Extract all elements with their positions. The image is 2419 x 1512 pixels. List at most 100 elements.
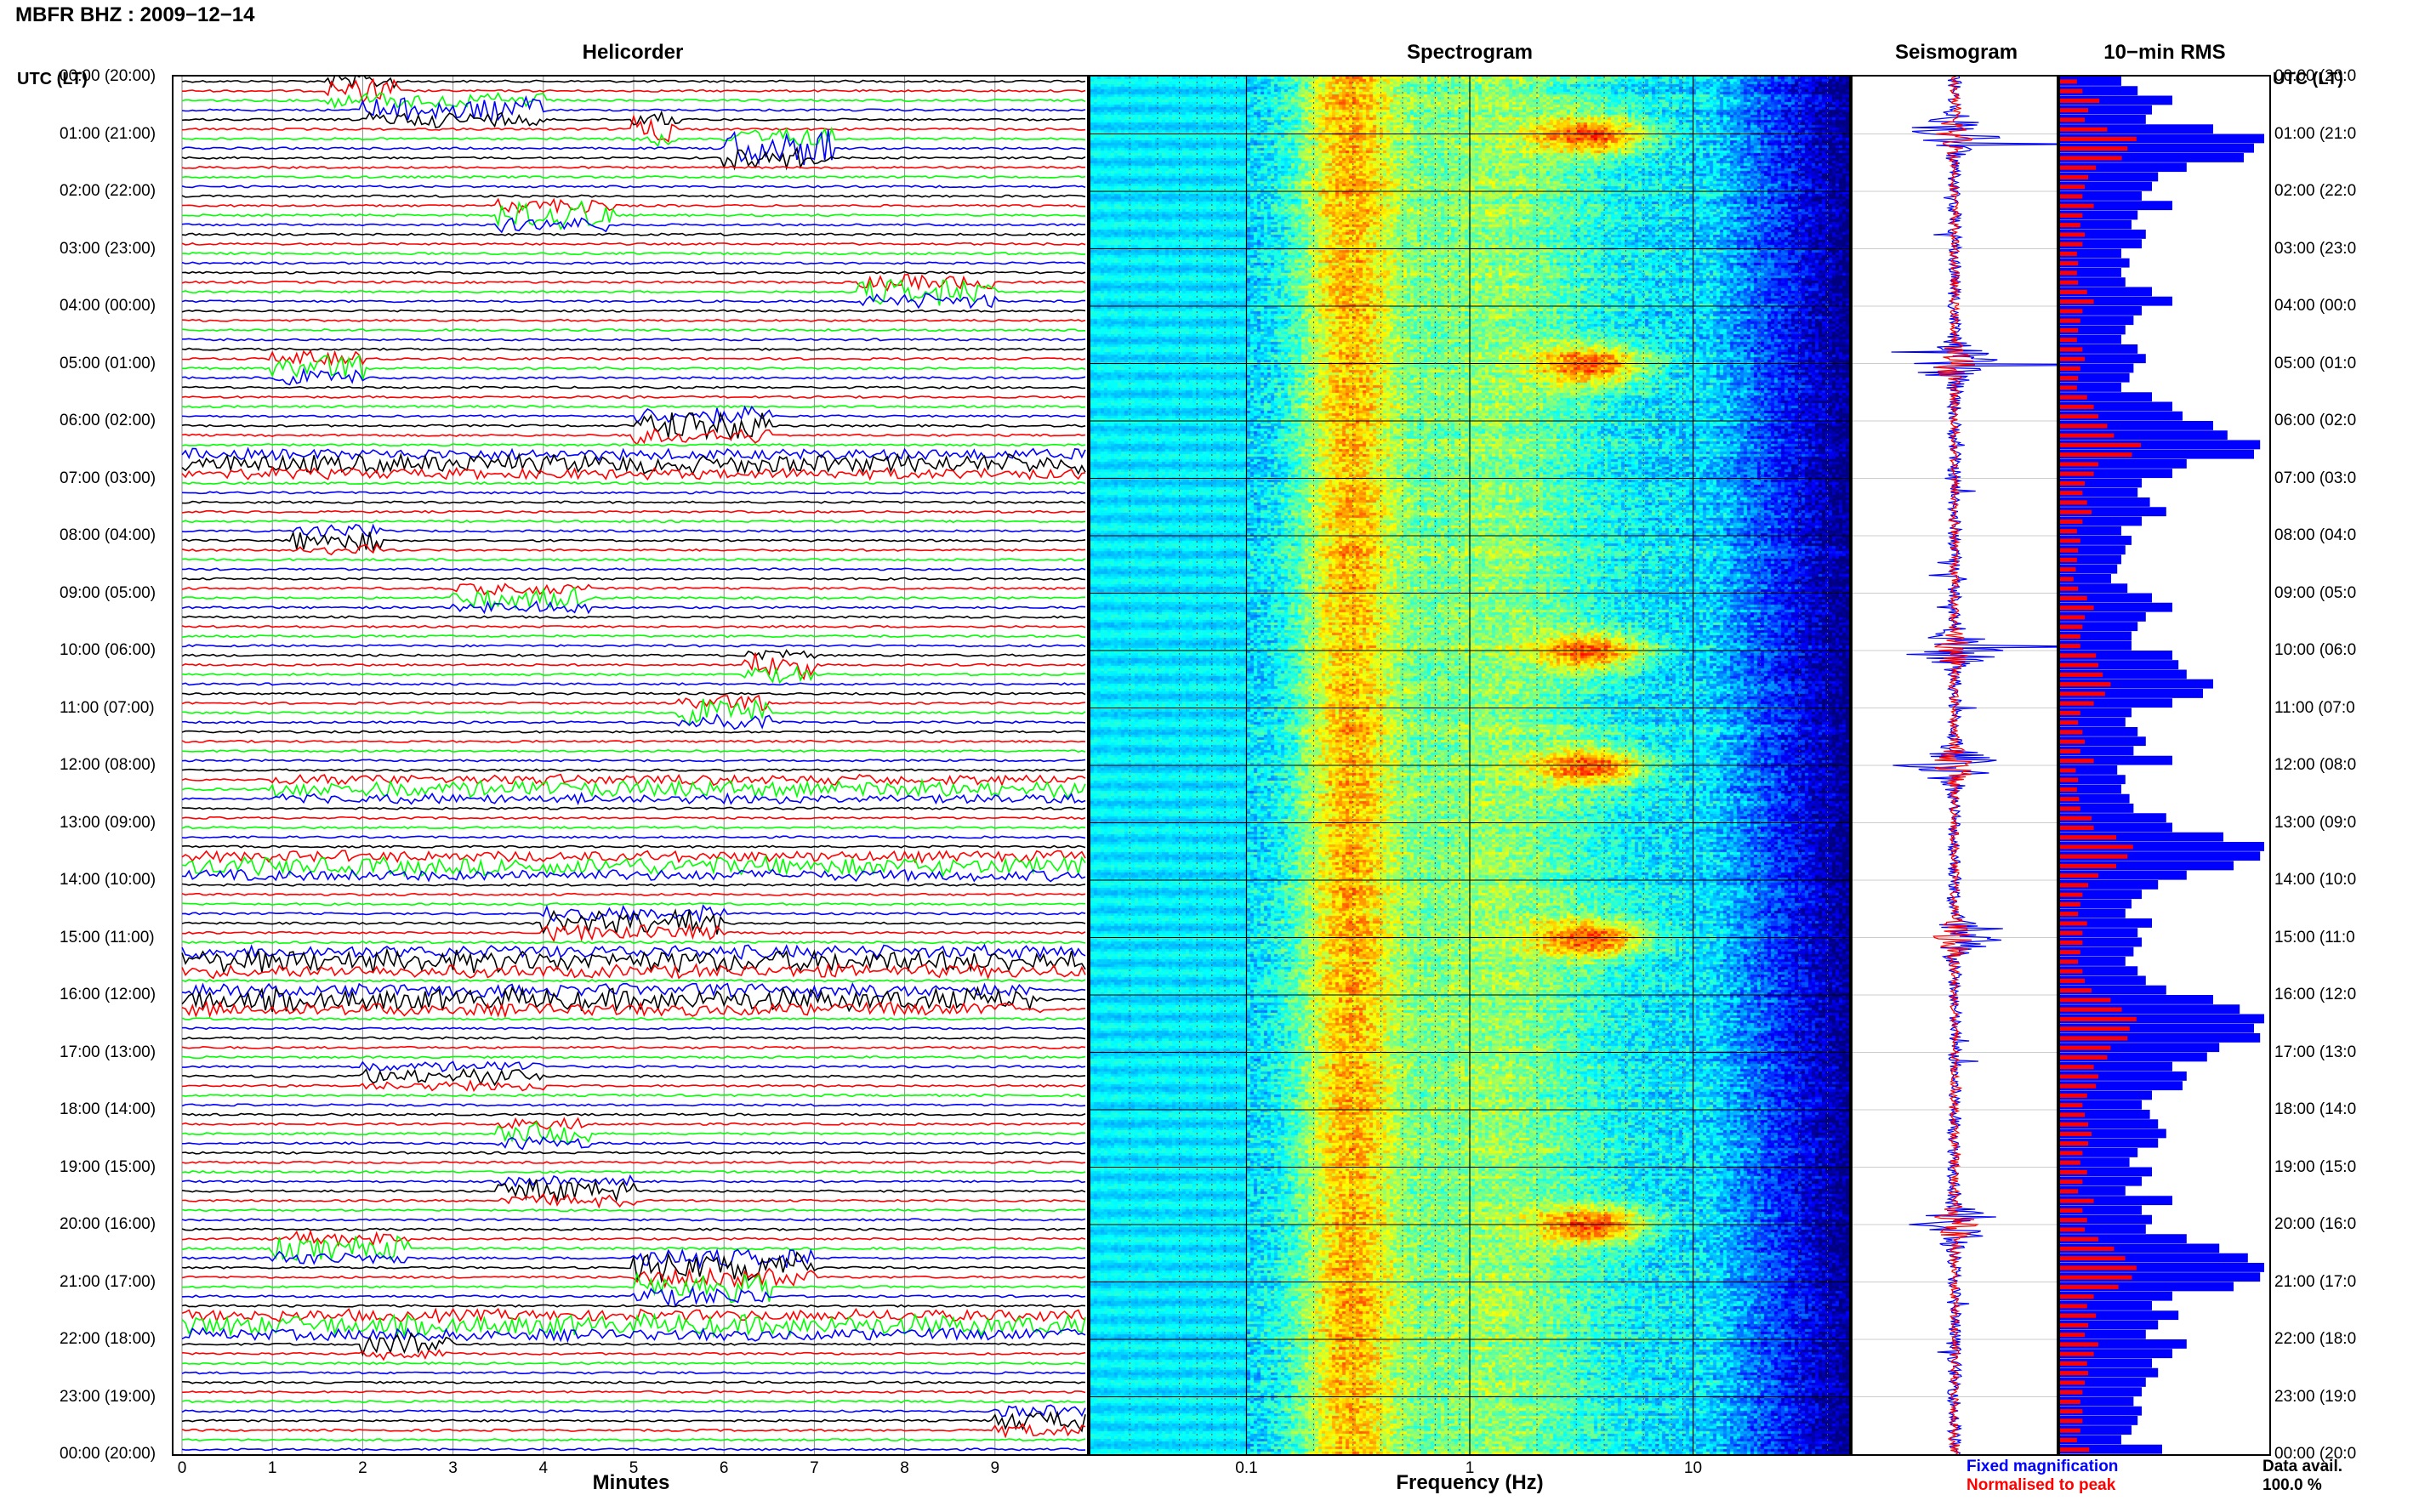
rms-bar-red xyxy=(2060,223,2080,228)
time-label: 14:00 (10:00) xyxy=(60,871,157,889)
helicorder-trace xyxy=(181,242,1086,246)
rms-bar-blue xyxy=(2060,1110,2150,1119)
helicorder-trace xyxy=(181,981,1086,999)
helicorder-trace xyxy=(181,730,1086,734)
rms-bar-red xyxy=(2060,863,2116,868)
helicorder-trace xyxy=(181,1135,1086,1151)
rms-bar-blue xyxy=(2060,640,2132,651)
helicorder-trace xyxy=(181,624,1086,628)
helicorder-trace xyxy=(181,165,1086,169)
helicorder-trace xyxy=(181,1400,1086,1404)
helicorder-trace xyxy=(181,649,1086,661)
rms-bar-red xyxy=(2060,720,2079,725)
rms-bar-blue xyxy=(2060,602,2172,612)
rms-bar-red xyxy=(2060,366,2080,371)
rms-bar-blue xyxy=(2060,746,2134,756)
data-avail-value: 100.0 % xyxy=(2262,1476,2322,1494)
time-label: 22:00 (18:00) xyxy=(60,1330,157,1348)
rms-bar-blue xyxy=(2060,363,2134,373)
helicorder-trace xyxy=(181,652,1086,681)
helicorder-trace xyxy=(181,293,1086,310)
helicorder-trace xyxy=(181,509,1086,514)
rms-bar-red xyxy=(2060,653,2097,658)
helicorder-trace xyxy=(181,1229,1086,1248)
helicorder-trace xyxy=(181,443,1086,447)
helicorder-trace xyxy=(181,577,1086,581)
rms-bar-red xyxy=(2060,854,2128,859)
rms-bar-blue xyxy=(2060,985,2166,995)
rms-bar-red xyxy=(2060,969,2083,974)
time-label-right: 16:00 (12:0 xyxy=(2274,986,2357,1003)
rms-bar-red xyxy=(2060,1179,2083,1185)
rms-bar-blue xyxy=(2060,698,2172,708)
rms-bar-blue xyxy=(2060,564,2118,574)
rms-bar-red xyxy=(2060,691,2105,696)
spectrogram-title: Spectrogram xyxy=(1406,41,1534,64)
helicorder-trace xyxy=(181,1174,1086,1188)
rms-panel xyxy=(2058,75,2271,1456)
rms-bar-red xyxy=(2060,748,2080,753)
rms-bar-red xyxy=(2060,347,2083,352)
rms-bar-blue xyxy=(2060,1119,2159,1129)
rms-bar-red xyxy=(2060,442,2141,447)
rms-bar-red xyxy=(2060,1236,2098,1242)
helicorder-trace xyxy=(181,883,1086,887)
helicorder-trace xyxy=(181,1170,1086,1174)
time-label-right: 06:00 (02:0 xyxy=(2274,412,2357,429)
time-label: 23:00 (19:00) xyxy=(60,1387,157,1406)
helicorder-trace xyxy=(181,908,1086,935)
rms-bar-red xyxy=(2060,1437,2077,1442)
time-label-right: 03:00 (23:0 xyxy=(2274,239,2357,258)
minute-tick-label: 0 xyxy=(177,1459,187,1477)
rms-bar-blue xyxy=(2060,593,2152,603)
spectrogram-xlabel: Frequency (Hz) xyxy=(1396,1471,1544,1494)
time-label-right: 00:00 (20:0 xyxy=(2274,67,2357,85)
rms-bar-blue xyxy=(2060,899,2132,909)
rms-bar-red xyxy=(2060,1093,2087,1098)
helicorder-trace xyxy=(181,232,1086,236)
rms-bar-blue xyxy=(2060,210,2138,220)
rms-bar-red xyxy=(2060,1218,2087,1223)
helicorder-title: Helicorder xyxy=(582,41,684,64)
rms-bar-blue xyxy=(2060,631,2132,641)
helicorder-trace xyxy=(181,95,1086,124)
helicorder-trace xyxy=(181,1151,1086,1155)
helicorder-trace xyxy=(181,749,1086,753)
rms-bar-blue xyxy=(2060,478,2142,488)
time-label: 15:00 (11:00) xyxy=(60,928,155,946)
rms-bar-blue xyxy=(2060,1148,2138,1157)
rms-bar-blue xyxy=(2060,1416,2138,1425)
rms-bar-blue xyxy=(2060,172,2159,182)
frequency-tick-label: 10 xyxy=(1683,1459,1703,1477)
rms-bar-red xyxy=(2060,1074,2098,1079)
rms-bar-blue xyxy=(2060,1301,2152,1310)
helicorder-trace xyxy=(181,175,1086,179)
rms-bar-blue xyxy=(2060,1100,2142,1110)
rms-bar-blue xyxy=(2060,1310,2179,1321)
time-label-right: 14:00 (10:0 xyxy=(2274,871,2357,889)
helicorder-trace xyxy=(182,350,1086,367)
rms-bar-red xyxy=(2060,519,2083,524)
rms-bar-blue xyxy=(2060,890,2142,900)
rms-bar-red xyxy=(2060,299,2094,304)
helicorder-trace xyxy=(182,77,1086,105)
rms-bar-blue xyxy=(2060,1396,2134,1407)
helicorder-trace xyxy=(181,892,1086,896)
seismogram-title: Seismogram xyxy=(1894,41,2018,64)
helicorder-trace xyxy=(181,816,1086,820)
rms-bar-blue xyxy=(2060,995,2213,1004)
helicorder-trace xyxy=(181,309,1086,313)
helicorder-trace xyxy=(181,446,1086,462)
rms-bar-red xyxy=(2060,1275,2132,1280)
helicorder-trace xyxy=(181,278,1086,306)
helicorder-trace xyxy=(181,826,1086,830)
rms-bar-blue xyxy=(2060,1014,2264,1024)
rms-bar-red xyxy=(2060,1313,2097,1318)
time-label: 18:00 (14:00) xyxy=(60,1100,157,1118)
rms-bar-blue xyxy=(2060,1225,2146,1234)
rms-bar-blue xyxy=(2060,268,2121,277)
helicorder-trace xyxy=(181,543,1086,556)
rms-bar-red xyxy=(2060,1208,2083,1213)
rms-bar-red xyxy=(2060,309,2083,314)
rms-bar-blue xyxy=(2060,1378,2146,1387)
